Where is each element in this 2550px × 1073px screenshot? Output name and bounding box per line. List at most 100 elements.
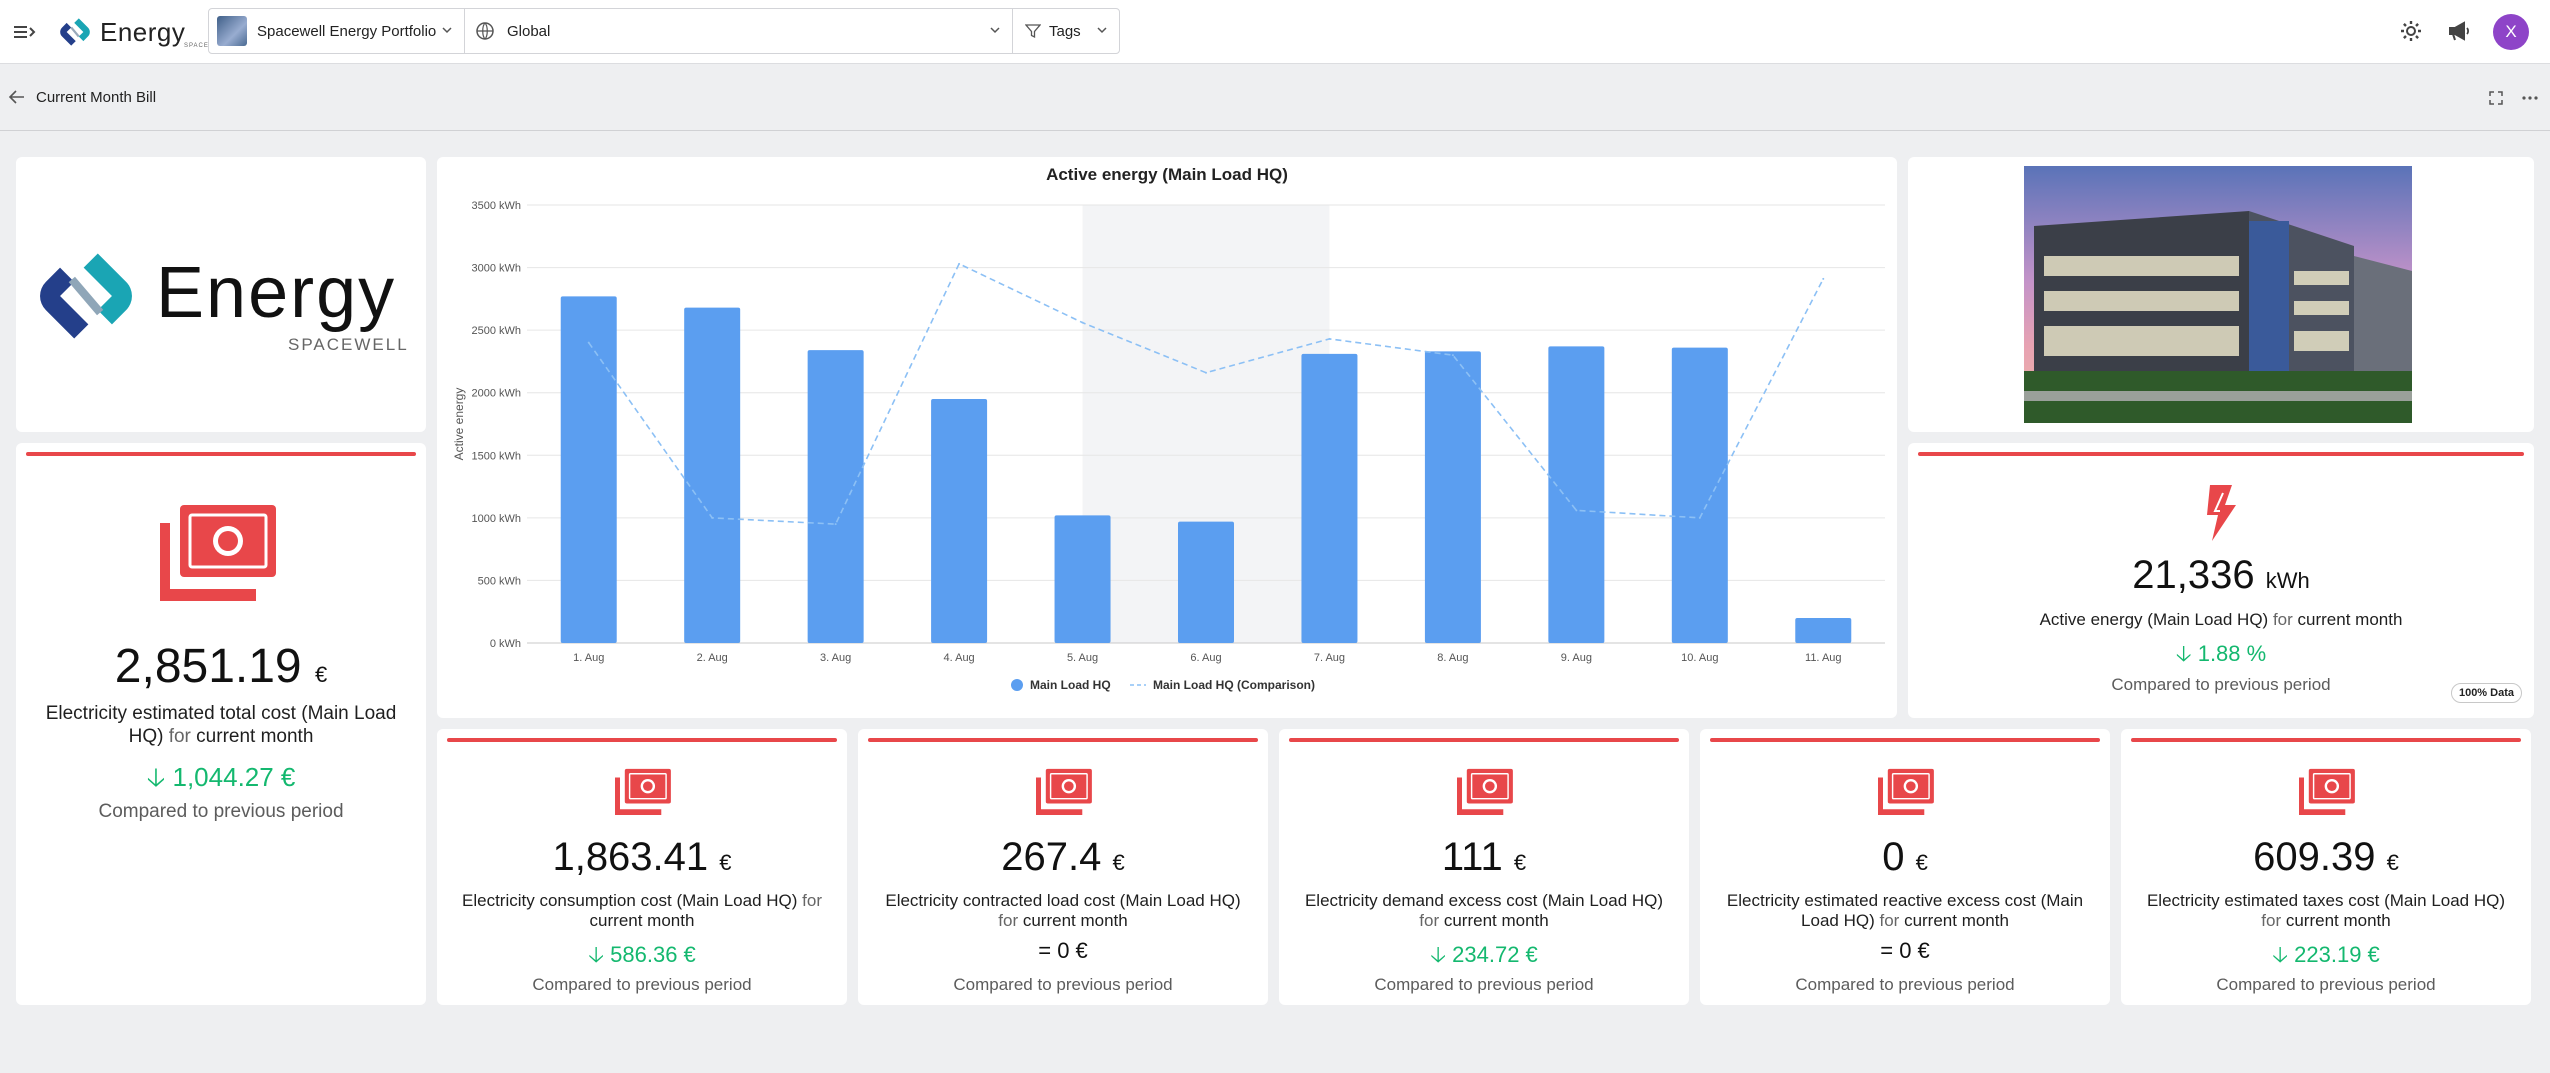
legend-label: Main Load HQ (1030, 678, 1111, 692)
compared-label: Compared to previous period (1795, 975, 2015, 994)
chart-title: Active energy (Main Load HQ) (1046, 165, 1288, 184)
desc-for: for (802, 891, 822, 910)
gear-icon[interactable] (2398, 18, 2424, 44)
kpi-delta: 🡣 1.88 % (1908, 637, 2534, 675)
portfolio-selector[interactable]: Spacewell Energy Portfolio (208, 8, 465, 54)
x-tick-label: 6. Aug (1190, 652, 1221, 664)
delta-value: 586.36 € (610, 942, 696, 967)
comparison-point (834, 523, 837, 526)
kpi-value: 1,863.41 € (437, 835, 847, 880)
chevron-down-icon (1097, 27, 1107, 34)
equal-icon: = (1038, 938, 1052, 963)
bar-11aug (1795, 617, 1852, 643)
desc-period: current month (1022, 911, 1128, 931)
kpi-delta: = 0 € (1700, 938, 2110, 964)
kpi-value: 2,851.19 € (16, 639, 426, 694)
x-tick-label: 10. Aug (1681, 652, 1718, 664)
total-cost-card: 2,851.19 € Electricity estimated total c… (16, 443, 426, 1005)
y-axis-label: Active energy (452, 388, 466, 461)
scope-selector[interactable]: Global (464, 8, 1013, 54)
desc-main: Electricity consumption cost (Main Load … (462, 891, 798, 910)
cost-card-5: 609.39 € Electricity estimated taxes cos… (2121, 729, 2531, 1005)
more-options-icon[interactable] (2519, 88, 2541, 108)
page-header (0, 65, 2550, 131)
x-tick-label: 5. Aug (1067, 652, 1098, 664)
app-logo[interactable]: Energy SPACEWELL (56, 12, 228, 52)
kpi-description: Electricity estimated taxes cost (Main L… (2141, 891, 2511, 932)
kpi-description: Electricity consumption cost (Main Load … (457, 891, 827, 932)
accent-bar (2131, 738, 2521, 742)
bar-7aug (1301, 353, 1358, 643)
desc-for: for (1879, 911, 1900, 931)
desc-period: current month (589, 911, 695, 931)
logo-card: Energy SPACEWELL (16, 157, 426, 432)
desc-for: for (2261, 911, 2282, 931)
comparison-point (958, 262, 961, 265)
desc-for: for (168, 725, 191, 747)
kpi-number: 0 (1882, 835, 1905, 879)
compared-label: Compared to previous period (2111, 675, 2331, 694)
cost-card-2: 267.4 € Electricity contracted load cost… (858, 729, 1268, 1005)
y-tick-label: 2000 kWh (471, 388, 521, 400)
x-tick-label: 7. Aug (1314, 652, 1345, 664)
back-arrow-icon[interactable] (6, 86, 28, 108)
desc-main: Electricity demand excess cost (Main Loa… (1304, 891, 1664, 910)
comparison-point (711, 516, 714, 519)
kpi-number: 267.4 (1001, 835, 1102, 879)
bar-8aug (1424, 351, 1481, 643)
kpi-number: 2,851.19 (114, 640, 302, 693)
data-coverage-badge: 100% Data (2450, 683, 2522, 703)
kpi-number: 1,863.41 (552, 835, 709, 879)
kpi-delta: 🡣 1,044.27 € (16, 759, 426, 803)
comparison-point (1822, 277, 1825, 280)
accent-bar (1289, 738, 1679, 742)
delta-value: 0 € (1899, 938, 1930, 963)
bar-4aug (931, 398, 988, 643)
kpi-unit: € (1915, 850, 1928, 875)
desc-for: for (2272, 610, 2293, 629)
desc-for: for (998, 911, 1019, 931)
fullscreen-icon[interactable] (2487, 89, 2505, 107)
bar-5aug (1054, 515, 1111, 643)
desc-period: current month (1443, 911, 1549, 931)
comparison-point (1575, 509, 1578, 512)
scope-label: Global (507, 22, 551, 40)
chart-card: Active energy (Main Load HQ) 0 kWh 500 kW… (437, 157, 1897, 718)
money-icon (1457, 768, 1513, 815)
desc-period: current month (2297, 610, 2403, 629)
kpi-delta: 🡣 223.19 € (2121, 938, 2531, 976)
y-tick-label: 3000 kWh (471, 263, 521, 275)
logo-brand-sub: SPACEWELL (288, 335, 409, 354)
accent-bar (26, 452, 416, 456)
menu-expand-icon[interactable] (12, 20, 38, 44)
legend-label: Main Load HQ (Comparison) (1153, 678, 1315, 692)
x-tick-label: 8. Aug (1437, 652, 1468, 664)
kpi-delta: 🡣 586.36 € (437, 938, 847, 976)
bar-3aug (807, 350, 864, 643)
comparison-point (1328, 337, 1331, 340)
kpi-delta: = 0 € (858, 938, 1268, 964)
page-title: Current Month Bill (36, 89, 157, 106)
kpi-number: 111 (1441, 835, 1503, 879)
arrow-down-icon: 🡣 (2272, 942, 2289, 967)
y-tick-label: 1000 kWh (471, 513, 521, 525)
megaphone-icon[interactable] (2446, 18, 2472, 44)
comparison-point (1205, 371, 1207, 374)
kpi-description: Electricity demand excess cost (Main Loa… (1299, 891, 1669, 932)
accent-bar (1710, 738, 2100, 742)
desc-for: for (1419, 911, 1440, 931)
cost-card-3: 111 € Electricity demand excess cost (Ma… (1279, 729, 1689, 1005)
bar-2aug (684, 307, 741, 643)
delta-value: 0 € (1057, 938, 1088, 963)
kpi-unit: kWh (2265, 568, 2310, 593)
energy-kpi-card: 21,336 kWh Active energy (Main Load HQ) … (1908, 443, 2534, 718)
user-avatar[interactable]: X (2493, 14, 2529, 50)
bar-6aug (1178, 521, 1234, 643)
tags-filter[interactable]: Tags (1012, 8, 1120, 54)
desc-period: current month (1904, 911, 2009, 931)
lightning-icon (2207, 485, 2236, 541)
kpi-value: 21,336 kWh (1908, 553, 2534, 598)
money-icon (615, 768, 671, 815)
accent-bar (868, 738, 1258, 742)
tags-label: Tags (1049, 22, 1081, 40)
